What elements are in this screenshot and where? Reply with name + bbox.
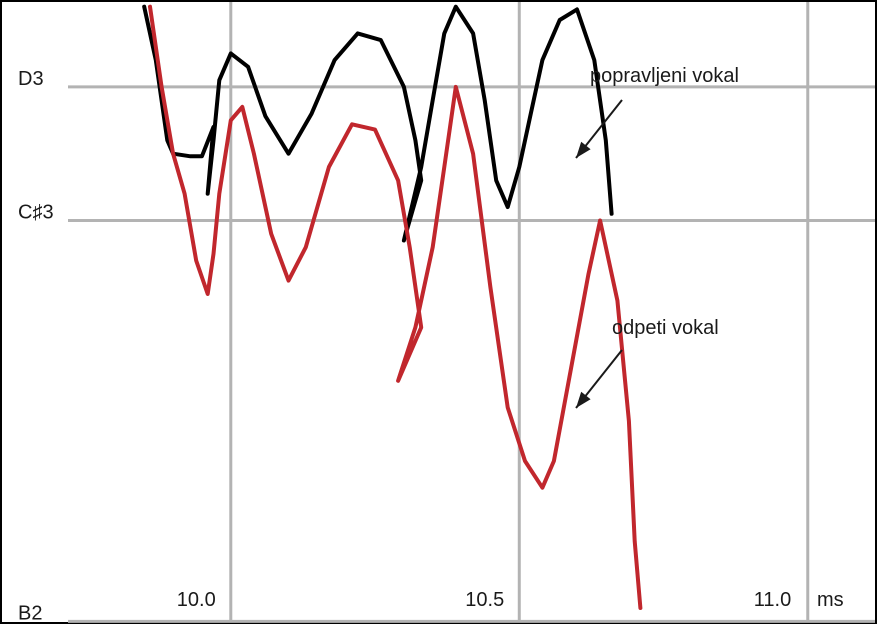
y-tick-b2: B2 — [18, 602, 42, 624]
annotation-popravljeni-vokal: popravljeni vokal — [590, 65, 739, 87]
series-group — [142, 4, 643, 610]
annotation-arrowhead-popravljeni-vokal — [576, 141, 591, 158]
annotations: popravljeni vokal odpeti vokal — [575, 65, 739, 409]
y-tick-labels: B2 C♯3 D3 — [18, 68, 54, 624]
annotation-odpeti-vokal: odpeti vokal — [612, 317, 719, 339]
x-unit-label: ms — [817, 589, 844, 611]
x-tick-10-5: 10.5 — [465, 589, 504, 611]
x-tick-labels: 10.0 10.5 11.0 — [177, 589, 791, 611]
y-tick-d3: D3 — [18, 68, 44, 90]
horizontal-gridlines — [68, 85, 875, 623]
x-tick-10-0: 10.0 — [177, 589, 216, 611]
annotation-arrowhead-odpeti-vokal — [576, 391, 591, 408]
x-tick-11-0: 11.0 — [754, 589, 791, 611]
series-line-odpeti-vokal — [148, 4, 643, 610]
y-tick-c-3: C♯3 — [18, 201, 54, 223]
vertical-gridlines — [229, 2, 810, 622]
series-line-popravljeni-vokal — [142, 4, 614, 243]
